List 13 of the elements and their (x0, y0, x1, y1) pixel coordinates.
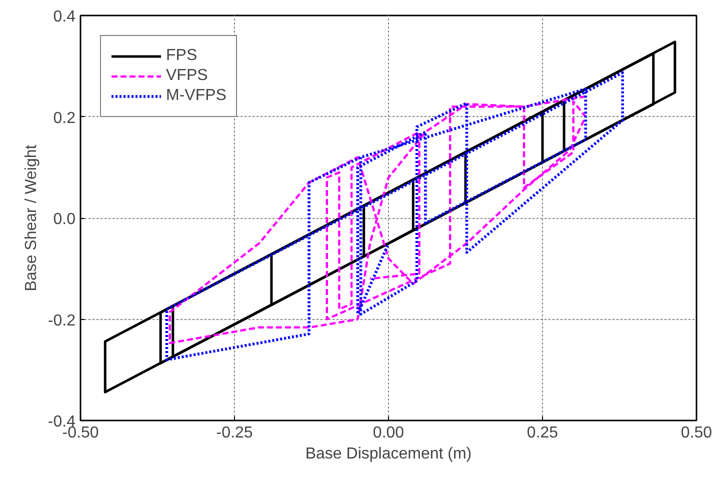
x-tick-label: 0.50 (680, 424, 712, 442)
legend-label: M-VFPS (166, 87, 226, 105)
x-tick-label: 0.25 (526, 424, 558, 442)
y-tick-label: 0.2 (53, 110, 76, 127)
y-tick-label: -0.2 (48, 312, 76, 330)
x-axis-title: Base Displacement (m) (305, 446, 472, 462)
x-tick-label: 0.00 (372, 424, 404, 442)
x-tick-label: -0.25 (216, 424, 253, 442)
legend-label: FPS (166, 47, 198, 65)
y-tick-label: 0.4 (53, 8, 76, 26)
y-tick-label: 0.0 (53, 211, 76, 228)
legend-label: VFPS (166, 67, 208, 85)
y-axis-title: Base Shear / Weight (22, 144, 40, 292)
